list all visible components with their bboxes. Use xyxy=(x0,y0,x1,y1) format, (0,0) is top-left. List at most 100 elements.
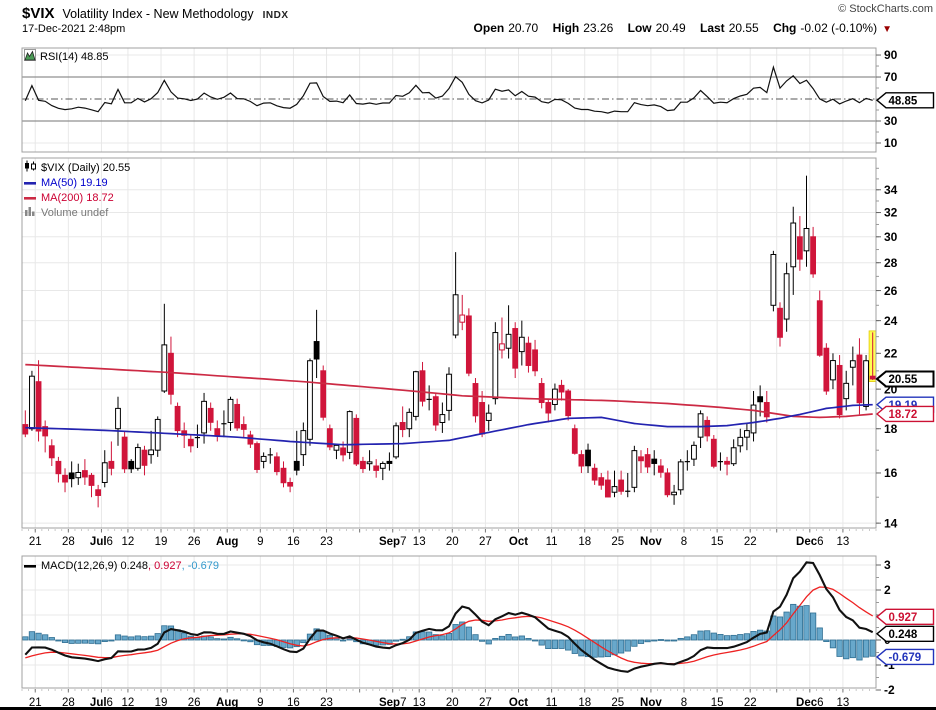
x-axis-label: 15 xyxy=(711,697,724,709)
macd-histogram-bar xyxy=(862,639,870,658)
axis-badge-label: 20.55 xyxy=(889,374,918,386)
macd-histogram-bar xyxy=(459,621,466,641)
candle-body xyxy=(651,458,658,464)
panel-border xyxy=(21,555,877,689)
macd-histogram-bar xyxy=(154,633,161,641)
panel-background xyxy=(22,556,876,688)
rsi-line xyxy=(24,65,873,114)
main-legend-ma50-row: MA(50) 19.19 xyxy=(24,176,130,191)
macd-histogram-bar xyxy=(128,636,135,641)
candle-body xyxy=(62,474,68,483)
x-axis-label: 12 xyxy=(122,697,135,709)
candle-body xyxy=(201,400,207,434)
candle-body xyxy=(571,428,578,454)
candle-body xyxy=(366,461,373,465)
candles xyxy=(22,175,876,508)
candle-body xyxy=(710,438,717,467)
macd-legend-hist: , -0.679 xyxy=(181,560,219,572)
macd-histogram-bar xyxy=(611,639,618,656)
candle-body xyxy=(333,444,340,451)
x-axis-label: 21 xyxy=(29,697,42,709)
x-axis-label: 9 xyxy=(257,536,263,548)
macd-histogram-bar xyxy=(591,639,598,658)
macd-histogram-bar xyxy=(95,639,102,645)
main-legend-ma50: MA(50) 19.19 xyxy=(41,177,108,189)
macd-histogram-bar xyxy=(472,634,479,641)
x-axis-label: 20 xyxy=(446,536,459,548)
candle-body xyxy=(816,300,823,356)
macd-histogram-bar xyxy=(479,639,486,642)
candle-body xyxy=(744,430,750,438)
macd-histogram-bar xyxy=(737,634,744,641)
macd-histogram-bar xyxy=(167,625,175,641)
axis-tick-label: 30 xyxy=(884,114,898,128)
macd-histogram-bar xyxy=(465,626,472,641)
candle-body xyxy=(227,398,234,424)
macd-histogram-bar xyxy=(664,639,671,642)
candle-body xyxy=(459,314,466,323)
macd-histogram-bar xyxy=(392,639,400,642)
candle-body xyxy=(849,360,856,368)
x-axis-label: 16 xyxy=(287,697,300,709)
candle-body xyxy=(611,486,618,493)
macd-histogram-bar xyxy=(637,639,645,644)
last-value: 20.55 xyxy=(728,21,759,35)
candle-body xyxy=(830,360,836,381)
rsi-legend-label: RSI(14) 48.85 xyxy=(40,51,109,63)
candle-body xyxy=(664,472,671,496)
x-axis-label: Dec6 xyxy=(796,697,824,709)
candle-body xyxy=(181,430,188,436)
candle-body xyxy=(88,474,95,486)
candle-body xyxy=(247,434,254,445)
candle-body xyxy=(532,349,538,372)
x-axis-label: 8 xyxy=(681,536,687,548)
candle-body xyxy=(95,489,102,496)
candle-body xyxy=(412,371,419,417)
macd-signal-line xyxy=(25,586,874,665)
x-axis-label: 27 xyxy=(479,536,492,548)
axis-tick-label: 32 xyxy=(884,206,898,220)
candle-body xyxy=(552,388,558,405)
macd-histogram-bar xyxy=(823,639,830,642)
chg-value: -0.02 (-0.10%) xyxy=(800,21,878,35)
macd-histogram-bar xyxy=(75,639,82,644)
macd-histogram-bar xyxy=(697,630,704,641)
candle-body xyxy=(379,462,386,469)
axis-badge xyxy=(875,625,935,642)
axis-badge-label: 0.248 xyxy=(889,629,918,641)
candle-body xyxy=(234,403,241,429)
candle-body xyxy=(446,373,452,411)
macd-histogram-bar xyxy=(856,639,863,661)
macd-histogram-bar xyxy=(644,639,651,643)
axis-tick-label: 28 xyxy=(884,256,898,270)
macd-histogram-bar xyxy=(452,624,459,641)
macd-histogram-bar xyxy=(796,605,803,641)
candle-body xyxy=(518,336,525,353)
candle-body xyxy=(399,422,406,431)
macd-histogram-bar xyxy=(339,639,347,642)
axis-tick-label: 70 xyxy=(884,70,898,84)
axis-tick-label: 16 xyxy=(884,466,898,480)
last-label: Last xyxy=(700,21,725,35)
macd-histogram-bar xyxy=(690,634,698,641)
candle-body xyxy=(724,460,730,465)
macd-histogram-bar xyxy=(42,634,49,641)
candle-body xyxy=(465,315,472,374)
x-axis-label: Oct xyxy=(509,697,528,709)
candle-body xyxy=(406,411,413,430)
axis-badge-label: 18.72 xyxy=(889,409,918,421)
candle-body xyxy=(346,411,353,453)
candle-body xyxy=(836,364,843,416)
macd-histogram-bar xyxy=(485,639,492,645)
candle-body xyxy=(134,447,141,469)
candle-body xyxy=(730,447,737,465)
macd-histogram-bar xyxy=(558,639,565,649)
axis-badge xyxy=(875,608,935,626)
axis-tick-label: 90 xyxy=(884,48,898,62)
candle-body xyxy=(121,436,128,470)
macd-histogram-bar xyxy=(48,637,55,641)
x-axis-label: 22 xyxy=(744,697,757,709)
candle-body xyxy=(803,227,810,252)
macd-histogram-bar xyxy=(346,638,353,641)
